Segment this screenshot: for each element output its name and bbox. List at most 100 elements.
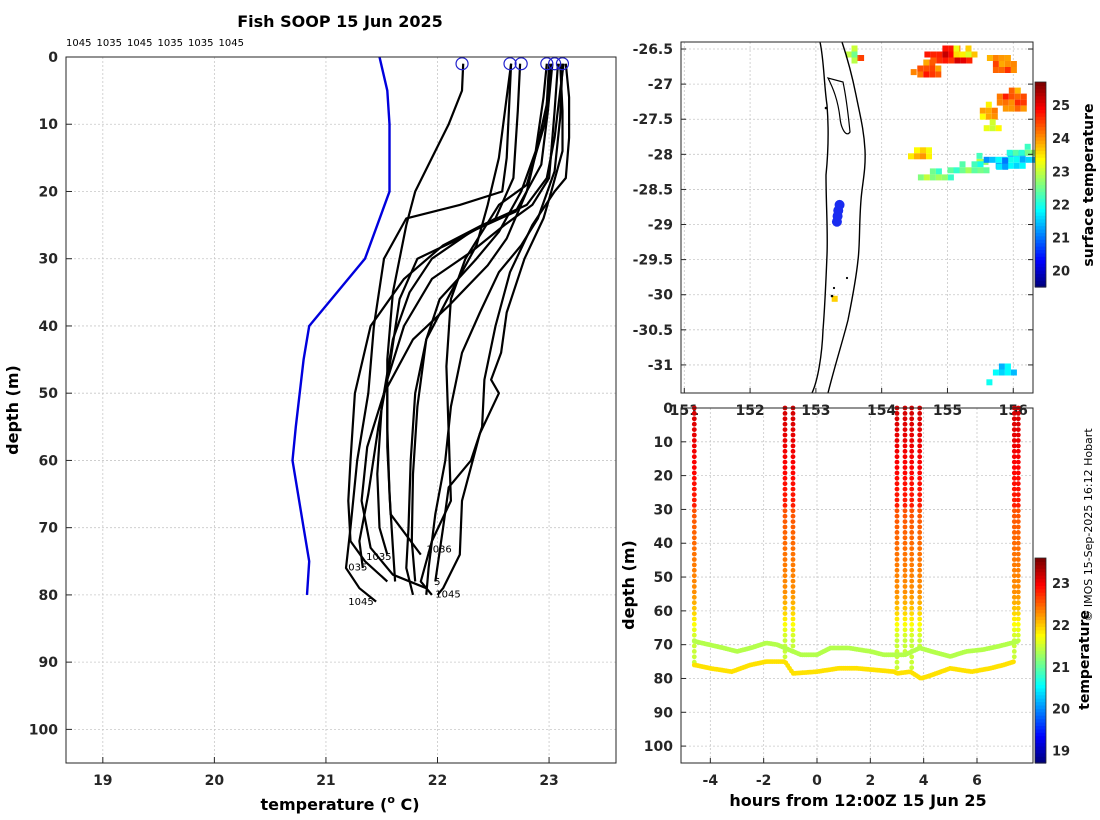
section-dot [782, 411, 788, 416]
colorbar-swatch [1035, 170, 1046, 175]
section-dot [782, 470, 788, 476]
section-dot [1011, 454, 1017, 460]
y-tick-label: 60 [39, 453, 59, 469]
colorbar-swatch [1035, 246, 1046, 251]
section-dot [909, 589, 915, 595]
sst-cell [936, 57, 943, 64]
section-y-tick-label: 90 [654, 705, 674, 721]
section-dot [917, 589, 923, 595]
section-dot [1011, 584, 1017, 589]
section-dot [902, 551, 908, 557]
temperature-profile-line [376, 63, 554, 555]
profile-annotation: 035 [348, 563, 367, 574]
map-y-tick-label: -26.5 [633, 42, 673, 58]
section-dot [917, 530, 923, 535]
section-dot [1015, 557, 1021, 562]
sst-cell [929, 168, 936, 175]
colorbar-swatch [1035, 622, 1046, 627]
section-dot [790, 551, 796, 557]
sst-cell [1014, 93, 1021, 100]
section-dot [782, 508, 788, 514]
sst-cell [917, 174, 924, 181]
section-dot [902, 557, 908, 562]
temperature-profile-line [425, 63, 564, 595]
sst-cell [920, 147, 926, 154]
section-dot [1015, 465, 1021, 470]
section-dot [902, 470, 908, 476]
sst-cell [977, 167, 984, 174]
section-dot [782, 616, 788, 622]
section-dot [1015, 475, 1021, 481]
section-dot [902, 594, 908, 600]
sst-cell [1002, 99, 1009, 106]
section-dot [917, 443, 923, 449]
sst-cell [947, 174, 954, 181]
section-dot [894, 573, 900, 579]
section-dot [782, 503, 788, 508]
temperature-profile-line [360, 63, 551, 590]
section-dot [790, 562, 796, 568]
sst-cell [992, 55, 999, 61]
section-dot [782, 475, 788, 481]
section-dot [1015, 448, 1021, 454]
section-dot [1011, 438, 1017, 443]
section-dot [917, 448, 923, 454]
section-dot [894, 600, 900, 606]
section-dot [902, 600, 908, 606]
sst-cell [959, 167, 966, 174]
sst-cell [935, 65, 942, 72]
colorbar-swatch [1035, 102, 1046, 107]
section-colorbar: 19 20 21 22 23 [1034, 557, 1070, 764]
section-dot [1011, 578, 1017, 584]
section-colorbar-tick-label: 22 [1052, 619, 1070, 634]
sst-cell [965, 45, 972, 52]
section-dot [691, 411, 697, 416]
map-colorbar-tick-label: 21 [1052, 231, 1070, 246]
colorbar-swatch [1035, 650, 1046, 655]
coastline-mainland [811, 41, 829, 394]
section-dot [1011, 632, 1017, 638]
section-y-tick-label: 10 [654, 435, 674, 451]
section-x-tick-label: 0 [812, 773, 822, 789]
section-dot [790, 557, 796, 562]
y-tick-label: 100 [29, 722, 58, 738]
section-colorbar-tick-label: 20 [1052, 703, 1070, 718]
sst-cell [942, 51, 949, 58]
section-dot [1011, 421, 1017, 427]
section-dot [782, 530, 788, 535]
section-dot [894, 616, 900, 622]
sst-cell [1008, 99, 1015, 106]
section-dot [917, 459, 923, 465]
map-y-tick-label: -28 [648, 147, 673, 163]
section-dot [782, 416, 788, 422]
section-dot [790, 535, 796, 541]
section-x-tick-label: 6 [972, 773, 982, 789]
section-dot [909, 551, 915, 557]
sst-cell [929, 71, 936, 78]
sst-cell [1024, 149, 1031, 156]
colorbar-swatch [1035, 215, 1046, 220]
coastline-shelf [827, 41, 866, 394]
colorbar-swatch [1035, 194, 1046, 199]
map-x-tick-label: 155 [933, 403, 962, 419]
colorbar-swatch [1035, 181, 1046, 186]
section-dot [902, 459, 908, 465]
map-colorbar-tick-label: 23 [1052, 165, 1070, 180]
section-dot [782, 546, 788, 551]
map-ship-track [831, 199, 845, 227]
section-dot [691, 448, 697, 454]
section-dot [790, 486, 796, 492]
sst-cell [960, 57, 967, 64]
section-dot [894, 475, 900, 481]
colorbar-swatch [1035, 82, 1046, 87]
sst-cell [935, 168, 942, 175]
section-dot [917, 486, 923, 492]
section-dot [790, 492, 796, 497]
sst-cell [991, 113, 998, 120]
section-dot [1015, 616, 1021, 622]
sst-cell [1019, 156, 1026, 163]
section-dot [917, 508, 923, 514]
section-dot [782, 443, 788, 449]
profile-top-labels: 1045 1035 1045 1035 1035 1045 [66, 38, 244, 49]
